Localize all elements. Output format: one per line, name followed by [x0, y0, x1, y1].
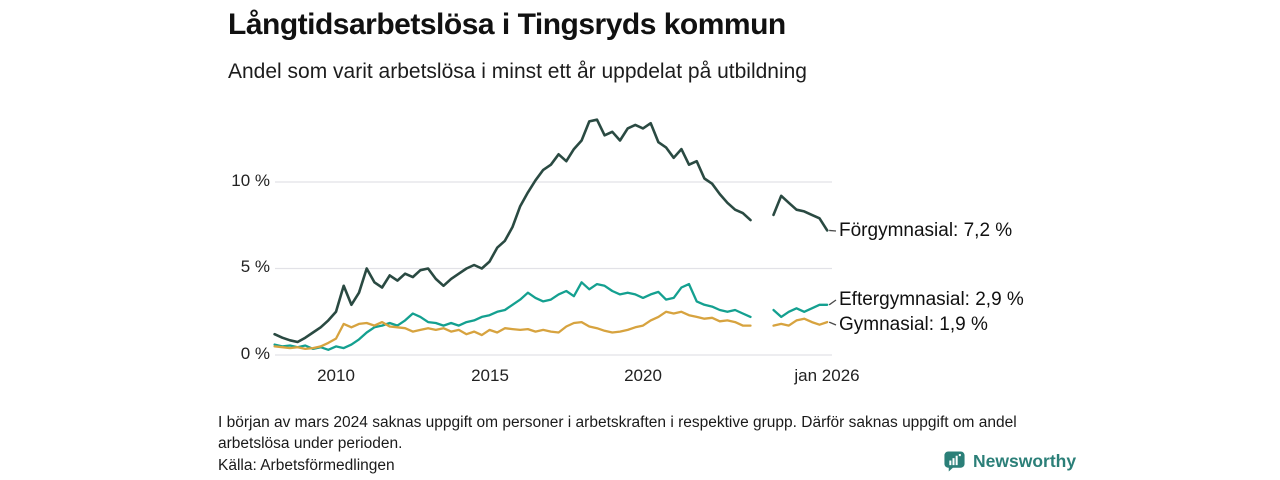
x-axis-label-2020: 2020 [624, 366, 662, 385]
y-axis-label-10: 10 % [231, 171, 270, 190]
y-axis-label-0: 0 % [240, 344, 270, 363]
newsworthy-logo[interactable]: Newsworthy [943, 450, 1076, 473]
page-title: Långtidsarbetslösa i Tingsryds kommun [228, 8, 786, 41]
newsworthy-logo-icon [943, 450, 966, 473]
x-axis-label-2015: 2015 [471, 366, 509, 385]
newsworthy-logo-text: Newsworthy [973, 451, 1077, 471]
x-axis-label-2010: 2010 [317, 366, 355, 385]
chart-subtitle: Andel som varit arbetslösa i minst ett å… [228, 60, 807, 83]
y-axis-label-5: 5 % [240, 257, 270, 276]
x-axis-label-jan-2026: jan 2026 [794, 366, 860, 385]
series-label-forgymnasial: Förgymnasial: 7,2 % [839, 220, 1013, 241]
series-label-eftergymnasial: Eftergymnasial: 2,9 % [839, 289, 1024, 310]
footnote: I början av mars 2024 saknas uppgift om … [218, 414, 1017, 452]
source-note: Källa: Arbetsförmedlingen [218, 457, 395, 474]
series-label-gymnasial: Gymnasial: 1,9 % [839, 314, 988, 335]
